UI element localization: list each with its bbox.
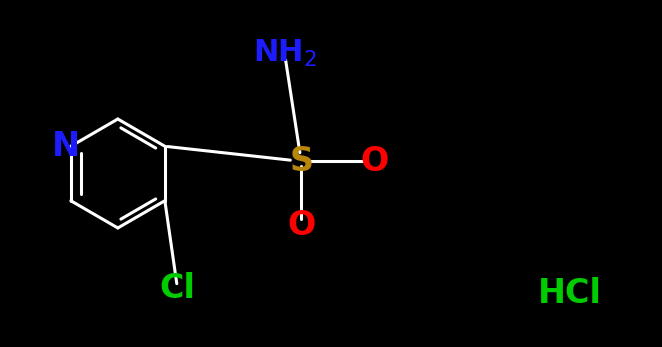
Text: HCl: HCl (538, 277, 601, 310)
Text: N: N (52, 130, 79, 163)
Text: O: O (360, 145, 388, 178)
Text: Cl: Cl (160, 271, 195, 305)
Text: O: O (287, 209, 315, 242)
Text: NH$_2$: NH$_2$ (253, 38, 316, 69)
Text: S: S (289, 145, 313, 178)
